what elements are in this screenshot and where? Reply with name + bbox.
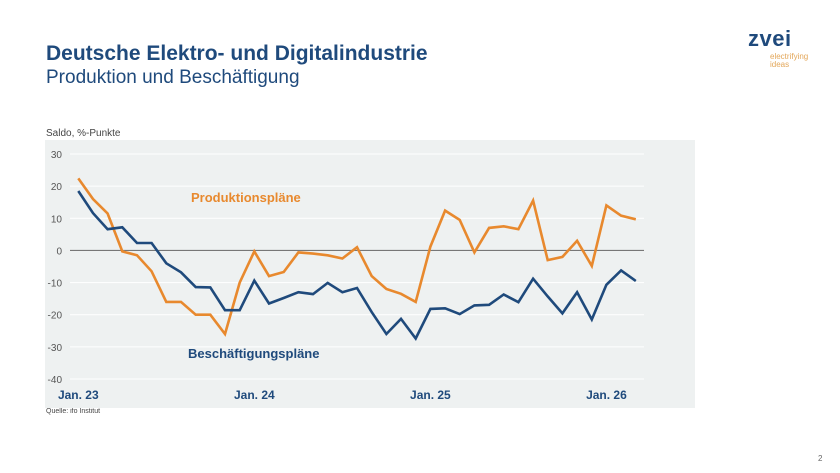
y-tick-label: 30 — [51, 150, 63, 161]
x-tick-label: Jan. 26 — [586, 388, 627, 402]
y-tick-label: -40 — [48, 375, 63, 386]
page-subtitle: Produktion und Beschäftigung — [46, 67, 300, 88]
logo-word: zvei — [748, 26, 792, 51]
series-label-produktion: Produktionspläne — [191, 190, 301, 205]
y-tick-label: 20 — [51, 182, 63, 193]
logo-tagline-1: electrifying — [770, 52, 809, 61]
y-tick-label: 0 — [56, 246, 62, 257]
y-tick-label: -30 — [48, 343, 63, 354]
y-tick-label: -20 — [48, 311, 63, 322]
page-number: 2 — [818, 454, 823, 463]
y-tick-label: -10 — [48, 279, 63, 290]
x-tick-label: Jan. 23 — [58, 388, 99, 402]
y-tick-label: 10 — [51, 214, 63, 225]
page-title: Deutsche Elektro- und Digitalindustrie — [46, 42, 428, 65]
x-tick-label: Jan. 25 — [410, 388, 451, 402]
logo-tagline-2: ideas — [770, 60, 790, 69]
x-tick-label: Jan. 24 — [234, 388, 275, 402]
y-axis-label: Saldo, %-Punkte — [46, 128, 121, 139]
source-note: Quelle: ifo Institut — [46, 408, 101, 415]
zvei-logo: zvei electrifying ideas — [748, 28, 808, 69]
series-label-beschaeftigung: Beschäftigungspläne — [188, 346, 319, 361]
